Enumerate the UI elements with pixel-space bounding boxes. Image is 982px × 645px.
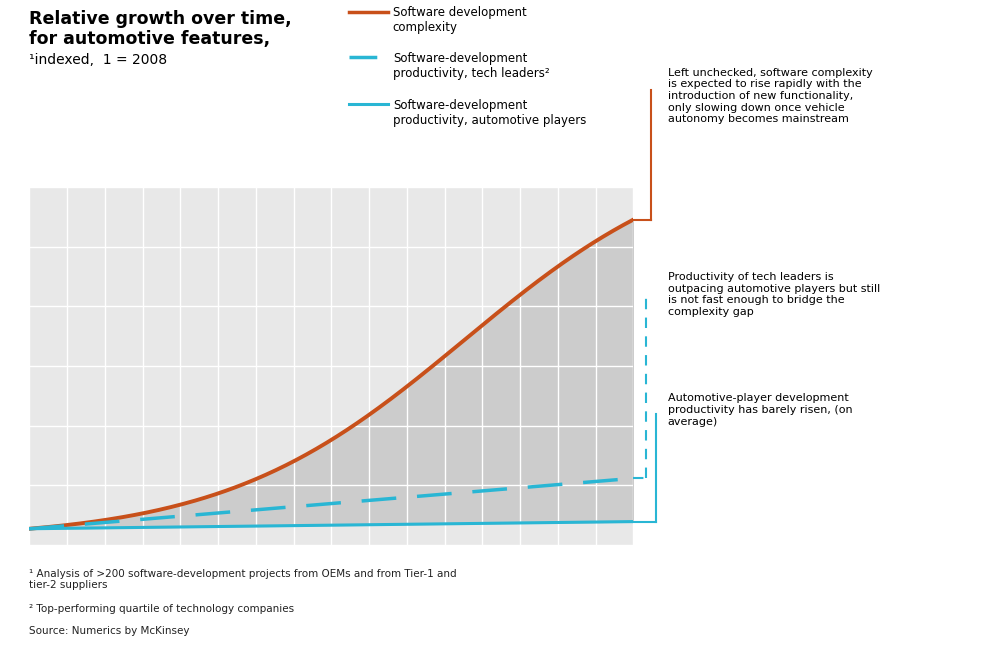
- Text: Software-development
productivity, automotive players: Software-development productivity, autom…: [393, 99, 586, 126]
- Text: Automotive-player development
productivity has barely risen, (on
average): Automotive-player development productivi…: [668, 393, 852, 426]
- Text: ¹indexed,  1 = 2008: ¹indexed, 1 = 2008: [29, 53, 168, 67]
- Text: Productivity of tech leaders is
outpacing automotive players but still
is not fa: Productivity of tech leaders is outpacin…: [668, 272, 880, 317]
- Text: Software development
complexity: Software development complexity: [393, 6, 526, 34]
- Text: ² Top-performing quartile of technology companies: ² Top-performing quartile of technology …: [29, 604, 295, 615]
- Text: Software-development
productivity, tech leaders²: Software-development productivity, tech …: [393, 52, 549, 79]
- Text: for automotive features,: for automotive features,: [29, 30, 271, 48]
- Text: Relative growth over time,: Relative growth over time,: [29, 10, 292, 28]
- Text: Left unchecked, software complexity
is expected to rise rapidly with the
introdu: Left unchecked, software complexity is e…: [668, 68, 873, 124]
- Text: Source: Numerics by McKinsey: Source: Numerics by McKinsey: [29, 626, 190, 636]
- Text: ¹ Analysis of >200 software-development projects from OEMs and from Tier-1 and
t: ¹ Analysis of >200 software-development …: [29, 569, 457, 590]
